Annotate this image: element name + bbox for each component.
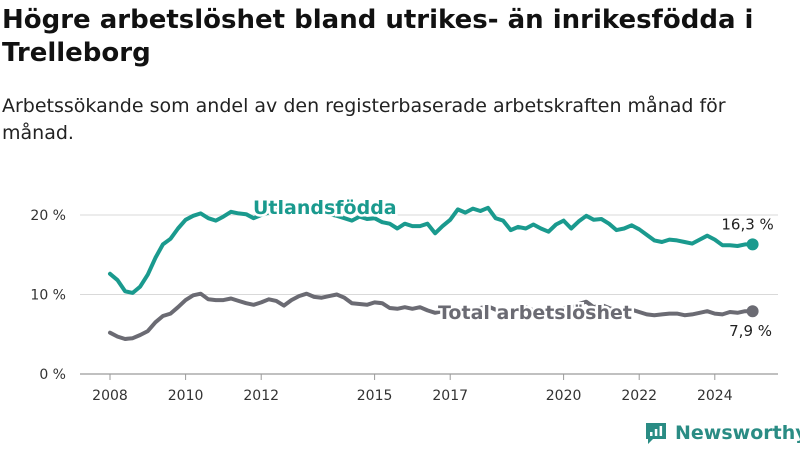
y-tick-label: 20 % (30, 208, 66, 224)
x-tick-label: 2022 (621, 388, 657, 404)
brand-name: Newsworthy (675, 422, 800, 444)
newsworthy-logo: Newsworthy (644, 420, 800, 446)
series-label-total: Total arbetslöshet (438, 302, 632, 324)
chart-title: Högre arbetslöshet bland utrikes- än inr… (2, 5, 754, 68)
y-tick-label: 10 % (30, 288, 66, 304)
x-tick-label: 2015 (357, 388, 393, 404)
x-tick-label: 2017 (432, 388, 468, 404)
series-lines (108, 205, 759, 341)
series-label-utlandsfodda: Utlandsfödda (253, 197, 397, 219)
x-tick-label: 2010 (168, 388, 204, 404)
series-line-utlandsfodda (108, 205, 755, 295)
end-value-label: 16,3 % (721, 215, 773, 233)
chat-chart-icon (646, 423, 666, 444)
chart-subtitle: Arbetssökande som andel av den registerb… (2, 95, 726, 144)
end-value-label: 7,9 % (729, 322, 772, 340)
x-tick-label: 2008 (92, 388, 128, 404)
x-tick-label: 2020 (546, 388, 582, 404)
x-tick-label: 2012 (243, 388, 279, 404)
axes: 0 % 10 % 20 % 2008 2010 2012 2015 2017 2020 2022 2… (30, 208, 732, 404)
series-end-marker (746, 305, 759, 318)
x-tick-label: 2024 (697, 388, 733, 404)
y-tick-label: 0 % (39, 367, 66, 383)
series-line-total (108, 291, 755, 341)
series-end-marker (746, 238, 759, 251)
labels: Utlandsfödda Total arbetslöshet 16,3 % 7,9 … (251, 195, 774, 341)
